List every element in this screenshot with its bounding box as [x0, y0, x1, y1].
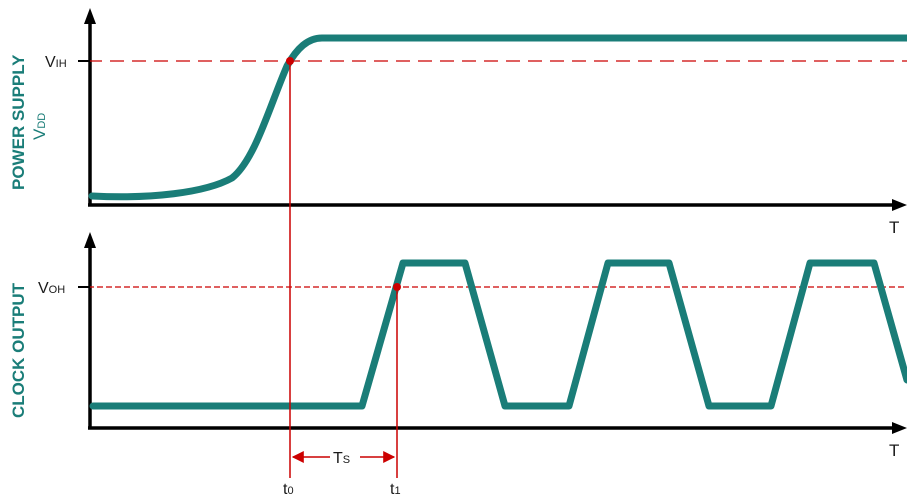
power-x-axis-label: T	[889, 218, 899, 237]
power-supply-panel: T VIH POWER SUPPLY VDD	[9, 8, 907, 237]
power-supply-ylabel: POWER SUPPLY	[9, 54, 28, 190]
vih-label: VIH	[45, 54, 67, 71]
voh-label: VOH	[38, 280, 65, 297]
t1-intersection-dot	[393, 283, 401, 291]
t1-label: t1	[390, 481, 401, 498]
ts-label: TS	[333, 450, 350, 467]
clock-waveform	[89, 259, 907, 410]
t0-label: t0	[283, 481, 294, 498]
clock-y-axis-arrow	[84, 232, 96, 248]
t0-intersection-dot	[286, 57, 294, 65]
clock-x-axis-label: T	[889, 441, 899, 460]
clock-x-axis-arrow	[892, 422, 907, 434]
vdd-ylabel: VDD	[30, 113, 49, 140]
power-x-axis-arrow	[892, 199, 907, 211]
power-y-axis-arrow	[84, 8, 96, 24]
clock-output-panel: T VOH CLOCK OUTPUT	[9, 232, 907, 460]
clock-output-ylabel: CLOCK OUTPUT	[9, 282, 28, 418]
vdd-waveform	[88, 34, 907, 201]
timing-markers: TS t0 t1	[283, 57, 401, 498]
